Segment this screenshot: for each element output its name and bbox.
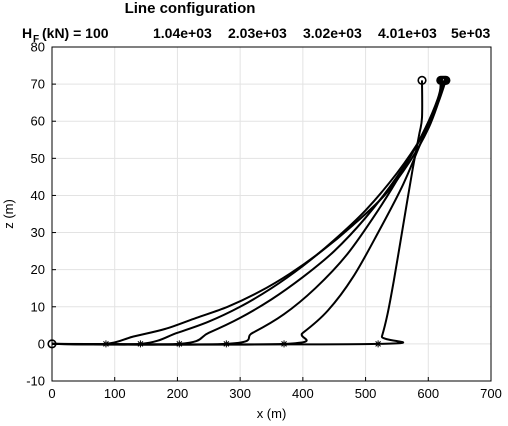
- y-tick-label: -10: [26, 374, 45, 389]
- y-tick-label: 60: [31, 114, 45, 129]
- mooring-line: [51, 80, 442, 346]
- hf-value: 5e+03: [451, 25, 491, 41]
- hf-label-main: H: [22, 25, 32, 41]
- touchdown-marker: [136, 340, 144, 348]
- y-tick-label: 10: [31, 299, 45, 314]
- mooring-line: [51, 80, 424, 346]
- y-tick-label: 70: [31, 77, 45, 92]
- x-tick-label: 700: [480, 386, 502, 401]
- y-tick-label: 0: [38, 336, 45, 351]
- hf-label-rest: (kN) = 100: [42, 25, 109, 41]
- y-tick-label: 80: [31, 40, 45, 55]
- x-tick-label: 600: [417, 386, 439, 401]
- x-tick-label: 200: [167, 386, 189, 401]
- mooring-line: [51, 80, 445, 346]
- touchdown-marker: [175, 340, 183, 348]
- touchdown-marker: [374, 340, 382, 348]
- mooring-line: [51, 80, 444, 346]
- x-tick-label: 400: [292, 386, 314, 401]
- touchdown-marker: [102, 340, 110, 348]
- y-axis-ticks: -10 0 10 20 30 40 50 60 70 80: [26, 40, 56, 389]
- hf-value: 2.03e+03: [228, 25, 287, 41]
- x-axis-label: x (m): [257, 406, 287, 421]
- markers: [47, 75, 451, 349]
- hf-legend-row: H F (kN) = 100 1.04e+03 2.03e+03 3.02e+0…: [22, 25, 491, 45]
- x-tick-label: 300: [229, 386, 251, 401]
- chart-title: Line configuration: [125, 0, 256, 17]
- hf-value: 4.01e+03: [378, 25, 437, 41]
- x-tick-label: 500: [355, 386, 377, 401]
- y-tick-label: 20: [31, 262, 45, 277]
- touchdown-marker: [222, 340, 230, 348]
- fairlead-marker: [417, 75, 427, 85]
- y-tick-label: 30: [31, 225, 45, 240]
- hf-value: 3.02e+03: [303, 25, 362, 41]
- y-axis-label: z (m): [1, 199, 16, 229]
- x-tick-label: 100: [104, 386, 126, 401]
- touchdown-marker: [280, 340, 288, 348]
- y-tick-label: 40: [31, 188, 45, 203]
- mooring-line: [51, 80, 447, 346]
- mooring-line: [51, 80, 446, 346]
- fairlead-marker: [441, 75, 451, 85]
- y-tick-label: 50: [31, 151, 45, 166]
- grid-lines: [51, 46, 492, 382]
- series-lines: [51, 80, 447, 346]
- plot-frame: [51, 46, 492, 382]
- hf-label-subscript: F: [33, 34, 39, 45]
- x-axis-ticks: 0 100 200 300 400 500 600 700: [48, 377, 502, 401]
- x-tick-label: 0: [48, 386, 55, 401]
- hf-value: 1.04e+03: [153, 25, 212, 41]
